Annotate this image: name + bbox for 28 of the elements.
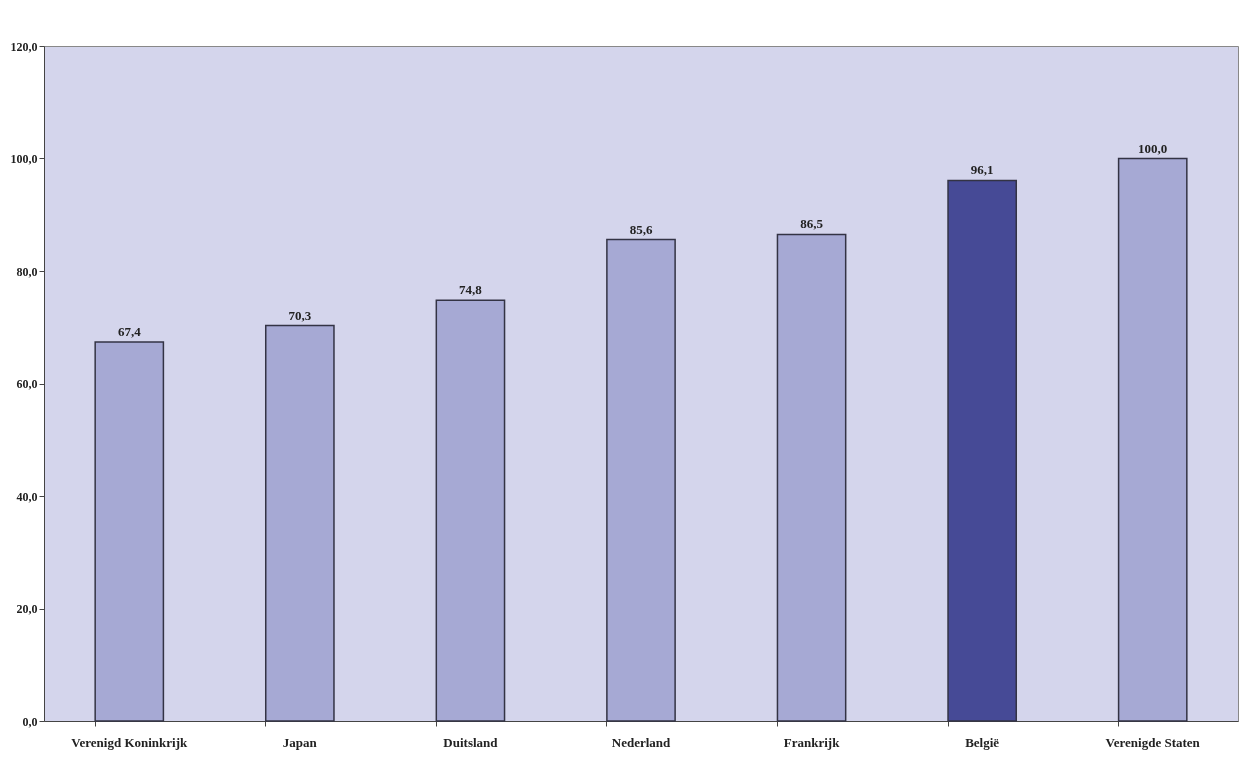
bar [264, 324, 335, 722]
data-label: 67,4 [117, 323, 142, 339]
bar [776, 233, 847, 722]
data-label: 74,8 [459, 282, 483, 298]
x-tick-label: België [965, 734, 1000, 750]
bar [435, 299, 506, 722]
y-tick-label: 80,0 [16, 264, 38, 279]
bar [606, 238, 676, 722]
data-label: 70,3 [288, 307, 312, 323]
x-tick-label: Verenigd Koninkrijk [71, 734, 189, 750]
x-tick-label: Nederland [611, 734, 672, 750]
y-tick-label: 60,0 [16, 377, 38, 391]
x-tick-label: Duitsland [443, 734, 499, 750]
data-label: 100,0 [1138, 140, 1168, 156]
x-tick-label: Verenigde Staten [1105, 734, 1201, 750]
data-label: 85,6 [629, 221, 653, 237]
x-tick-label: Frankrijk [783, 734, 841, 750]
x-tick-label: Japan [282, 734, 318, 750]
data-label: 86,5 [800, 216, 824, 232]
y-tick-label: 20,0 [16, 602, 38, 616]
bar [94, 341, 165, 722]
y-tick-label: 100,0 [10, 152, 38, 166]
y-tick-label: 120,0 [10, 39, 38, 54]
bar [1117, 157, 1188, 722]
y-tick-label: 40,0 [16, 489, 38, 504]
y-tick-label: 0,0 [22, 714, 38, 729]
bar [947, 179, 1018, 722]
data-label: 96,1 [970, 162, 994, 178]
